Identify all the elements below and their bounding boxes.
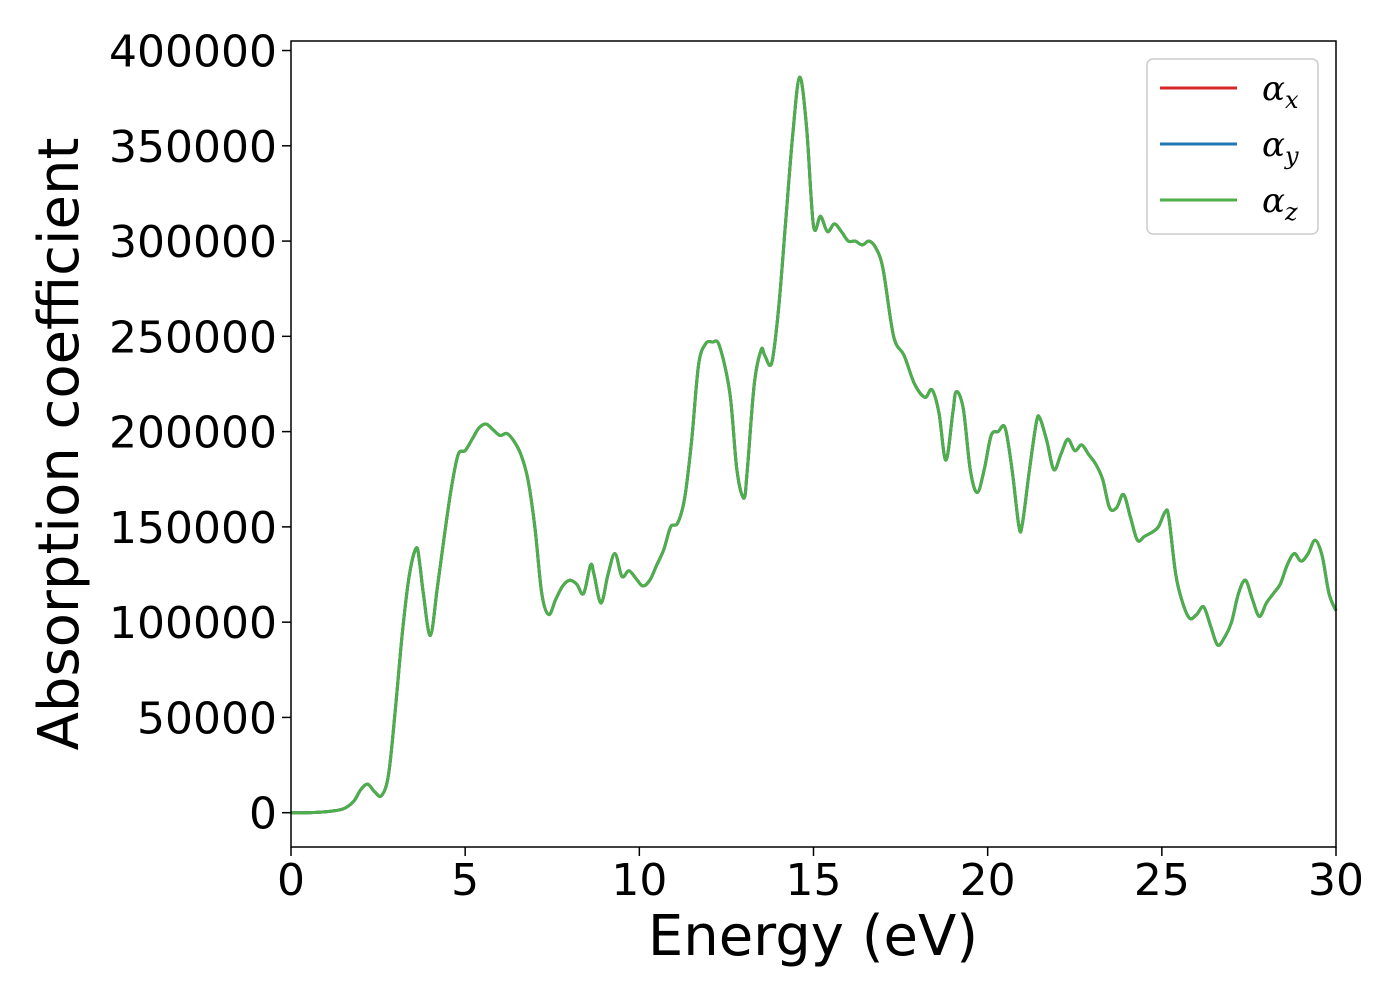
series-lines bbox=[290, 75, 1338, 815]
x-axis-label: Energy (eV) bbox=[648, 904, 978, 969]
y-tick-label: 250000 bbox=[109, 312, 277, 363]
y-axis-ticks: 0 50000 100000 150000 200000 250000 300000 3500… bbox=[109, 27, 291, 840]
x-tick-label: 25 bbox=[1134, 855, 1190, 906]
x-tick-label: 0 bbox=[277, 855, 305, 906]
y-tick-label: 400000 bbox=[109, 27, 277, 78]
legend-label-y: αy bbox=[1262, 125, 1299, 170]
y-tick-label: 0 bbox=[249, 789, 277, 840]
y-tick-label: 150000 bbox=[109, 503, 277, 554]
y-axis-label: Absorption coefficient bbox=[27, 138, 92, 751]
legend-label-z: αz bbox=[1262, 181, 1298, 226]
y-tick-label: 50000 bbox=[137, 693, 277, 744]
y-tick-label: 100000 bbox=[109, 598, 277, 649]
legend-box bbox=[1146, 58, 1319, 235]
legend-label-x: αx bbox=[1262, 69, 1299, 114]
x-axis-ticks: 0 5 10 15 20 25 30 bbox=[277, 847, 1364, 906]
y-tick-label: 300000 bbox=[109, 217, 277, 268]
y-tick-label: 200000 bbox=[109, 408, 277, 459]
x-tick-label: 30 bbox=[1308, 855, 1364, 906]
x-tick-label: 5 bbox=[451, 855, 479, 906]
legend: αx αy αz bbox=[1146, 58, 1319, 235]
x-tick-label: 20 bbox=[960, 855, 1016, 906]
x-tick-label: 10 bbox=[611, 855, 667, 906]
legend-entries: αx αy αz bbox=[1160, 69, 1299, 226]
series-line-z bbox=[290, 75, 1338, 815]
x-tick-label: 15 bbox=[786, 855, 842, 906]
y-tick-label: 350000 bbox=[109, 122, 277, 173]
